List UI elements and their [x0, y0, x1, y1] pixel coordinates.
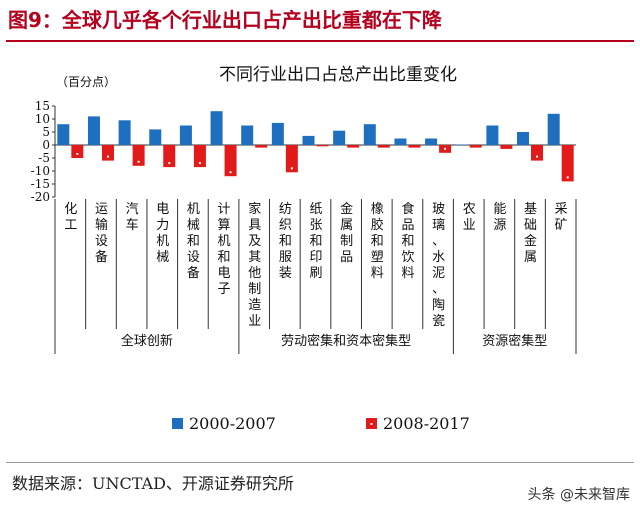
y-tick-label: 5: [42, 125, 50, 139]
category-label: 农业: [463, 202, 476, 233]
bar-2000-2007: [517, 132, 530, 145]
chart-title: 不同行业出口占总产出比重变化: [219, 65, 457, 85]
bar-2000-2007: [241, 125, 254, 145]
y-tick-label: 10: [35, 112, 50, 126]
group-label: 全球创新: [121, 333, 173, 349]
bar-2008-2017: [561, 145, 574, 182]
legend-label: 2008-2017: [383, 414, 470, 433]
bar-2008-2017: [285, 145, 298, 173]
bar-2000-2007: [179, 125, 192, 145]
bar-2008-2017: [132, 145, 145, 166]
bar-2008-2017: [193, 145, 206, 168]
bar-2008-2017: [377, 145, 390, 148]
bar-2008-2017: [347, 145, 360, 148]
category-label: 运输设备: [95, 202, 108, 265]
bar-marker: [536, 155, 539, 158]
y-tick-label: -5: [38, 151, 50, 165]
category-label: 纺织和服装: [279, 202, 292, 281]
title-divider: [6, 40, 634, 42]
bar-marker: [229, 171, 232, 174]
legend-swatch-marker: [370, 423, 373, 425]
category-label: 计算机和电子: [218, 202, 231, 297]
y-tick-label: -15: [31, 177, 50, 191]
category-label: 能源: [493, 202, 506, 233]
bar-marker: [137, 160, 140, 163]
bar-marker: [290, 167, 293, 170]
bar-2008-2017: [255, 145, 268, 148]
bar-2008-2017: [224, 145, 237, 177]
bar-marker: [566, 176, 569, 179]
bar-2000-2007: [363, 124, 376, 145]
bar-2000-2007: [394, 138, 407, 145]
bar-2008-2017: [469, 145, 482, 148]
y-tick-label: 15: [35, 99, 50, 113]
category-label: 机械和设备: [187, 202, 200, 281]
category-label: 汽车: [126, 202, 139, 233]
category-label: 金属制品: [340, 201, 353, 265]
bar-marker: [106, 155, 109, 158]
bar-marker: [168, 162, 171, 165]
category-label: 橡胶和塑料: [371, 202, 384, 281]
legend-label: 2000-2007: [189, 414, 276, 433]
y-tick-label: 0: [42, 138, 50, 152]
bar-2008-2017: [316, 145, 329, 147]
category-label: 基础金属: [524, 202, 537, 265]
bar-marker: [198, 162, 201, 165]
category-label: 化工: [64, 202, 77, 233]
category-label: 食品和饮料: [401, 201, 414, 281]
group-label: 劳动密集和资本密集型: [281, 333, 411, 349]
figure-title: 图9：全球几乎各个行业出口占产出比重都在下降: [8, 8, 442, 32]
category-label: 纸张和印刷: [310, 202, 323, 281]
bar-2000-2007: [118, 120, 131, 145]
category-label: 采矿: [555, 202, 568, 233]
bar-2000-2007: [210, 111, 223, 145]
bar-2008-2017: [71, 145, 84, 158]
bar-2000-2007: [455, 144, 468, 145]
source-note: 数据来源：UNCTAD、开源证券研究所: [12, 474, 294, 493]
y-tick-label: -20: [31, 190, 50, 204]
bar-2000-2007: [547, 113, 560, 145]
bar-2000-2007: [425, 138, 438, 145]
bar-2008-2017: [500, 145, 513, 149]
bar-marker: [444, 147, 447, 150]
category-label: 电力机械: [156, 202, 169, 265]
bar-2000-2007: [271, 122, 284, 145]
y-tick-label: -10: [31, 164, 50, 178]
bar-2000-2007: [149, 129, 162, 145]
bar-2000-2007: [302, 135, 315, 145]
category-label: 家具及其他制造业: [248, 201, 261, 329]
group-label: 资源密集型: [482, 333, 547, 349]
source-divider: [6, 462, 634, 463]
bar-2008-2017: [531, 145, 544, 161]
bar-2000-2007: [87, 116, 100, 145]
bar-marker: [76, 153, 79, 155]
legend-swatch: [172, 418, 183, 429]
bar-2008-2017: [101, 145, 114, 161]
y-axis-label: （百分点）: [56, 75, 116, 89]
bar-2000-2007: [486, 125, 499, 145]
watermark: 头条 @未来智库: [527, 487, 630, 503]
bar-2008-2017: [408, 145, 421, 148]
bar-2000-2007: [333, 130, 346, 145]
bar-2008-2017: [163, 145, 176, 168]
category-label: 玻璃、水泥、陶瓷: [432, 202, 445, 329]
bar-2000-2007: [57, 124, 70, 145]
